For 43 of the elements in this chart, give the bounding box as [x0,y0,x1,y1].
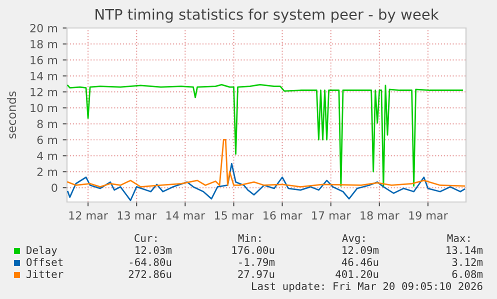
text: 176.00u [232,246,274,254]
text: Min: [238,234,260,242]
y-tick-label: 2 m [37,168,58,176]
legend-label: Jitter [26,270,64,278]
x-tick-label: 17 mar [312,211,351,220]
x-tick-label: 15 mar [215,211,254,220]
y-tick-label: 0 [52,184,58,192]
x-tick-label: 19 mar [409,211,448,220]
text: Last update: Fri Mar 20 09:05:10 2026 [252,282,482,292]
legend-label: Delay [26,246,57,256]
y-tick-label: 4 m [37,152,58,160]
line-series [67,84,464,188]
text: Cur: [134,234,156,242]
text: Avg: [342,234,364,244]
x-tick-label: 13 mar [118,211,157,220]
legend-label: Offset [26,258,63,266]
text: 27.97u [238,270,274,278]
y-tick-label: 16 m [30,56,58,64]
line-series [67,139,466,188]
text: 3.12m [452,258,483,266]
text: 6.08m [452,270,483,278]
text: 401.20u [336,270,378,278]
text: 46.46u [342,258,378,266]
text: 272.86u [128,270,172,278]
y-tick-label: 10 m [30,104,58,112]
y-tick-label: 8 m [37,120,58,128]
text: -64.80u [130,258,172,266]
y-tick-label: 18 m [30,40,58,48]
text: 12.09m [342,246,379,254]
y-tick-label: 20 m [30,24,58,32]
y-axis-title: seconds [6,91,16,138]
y-tick-label: 14 m [30,72,58,80]
x-tick-label: 14 mar [166,211,206,220]
y-tick-label: 12 m [30,88,58,96]
x-tick-label: 18 mar [360,211,400,220]
text: 12.03m [136,246,172,254]
x-tick-label: 12 mar [69,211,108,220]
text: Max: [447,234,470,242]
x-tick-label: 16 mar [264,211,302,220]
y-tick-label: 6 m [37,136,58,144]
chart-title: NTP timing statistics for system peer - by week [96,8,439,23]
text: 13.14m [446,246,483,254]
text: -1.79m [239,258,275,266]
